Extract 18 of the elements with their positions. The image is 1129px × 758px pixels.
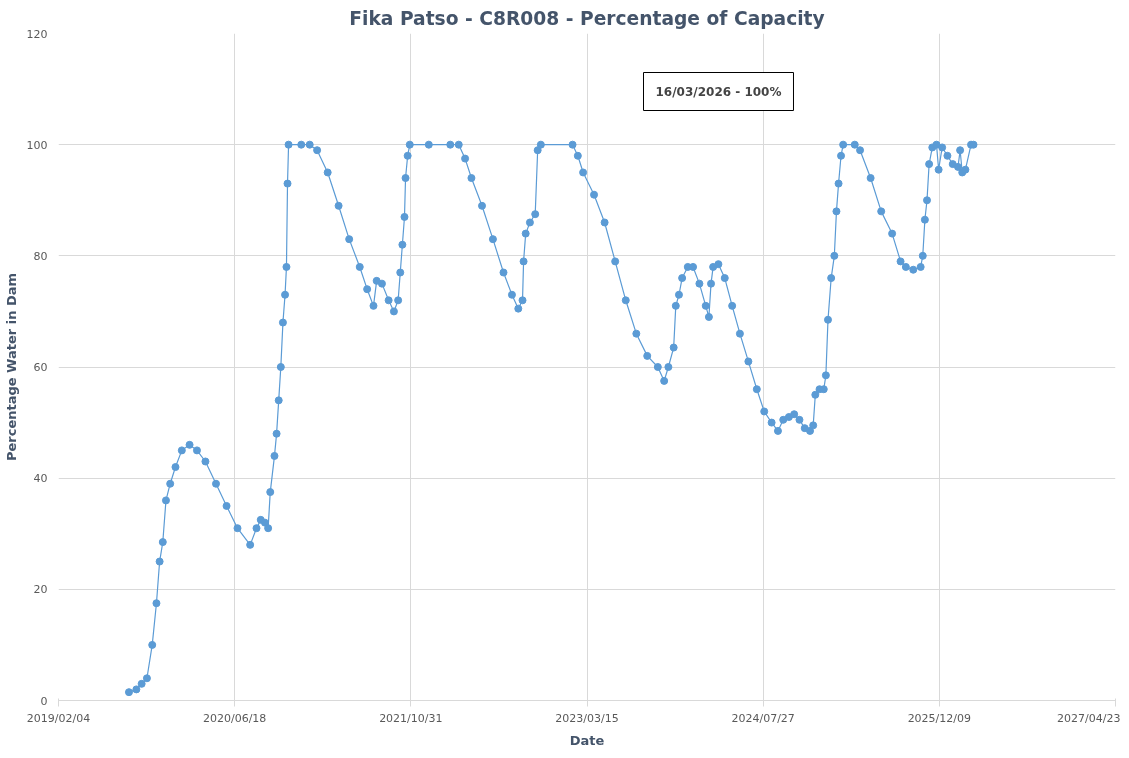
y-tick-label: 40: [33, 472, 48, 486]
x-tick-label: 2019/02/04: [26, 711, 91, 725]
x-tick-label: 2024/07/27: [731, 711, 795, 725]
chart-title: Fika Patso - C8R008 - Percentage of Capacity: [349, 7, 825, 29]
x-tick-label: 2023/03/15: [555, 711, 619, 725]
y-tick-label: 80: [33, 249, 48, 263]
y-tick-label: 20: [33, 583, 48, 597]
y-tick-label: 0: [40, 694, 48, 708]
x-tick-label: 2020/06/18: [202, 711, 267, 725]
y-axis-title: Percentage Water in Dam: [3, 272, 19, 462]
y-tick-label: 100: [26, 138, 48, 152]
annotation: 16/03/2026 - 100%: [655, 84, 782, 99]
x-tick-label: 2027/04/23: [1057, 711, 1121, 725]
x-tick-label: 2021/10/31: [379, 711, 443, 725]
y-tick-label: 120: [26, 27, 48, 41]
y-tick-label: 60: [33, 361, 48, 374]
x-tick-label: 2025/12/09: [907, 711, 972, 725]
x-axis-title: Date: [569, 732, 605, 748]
